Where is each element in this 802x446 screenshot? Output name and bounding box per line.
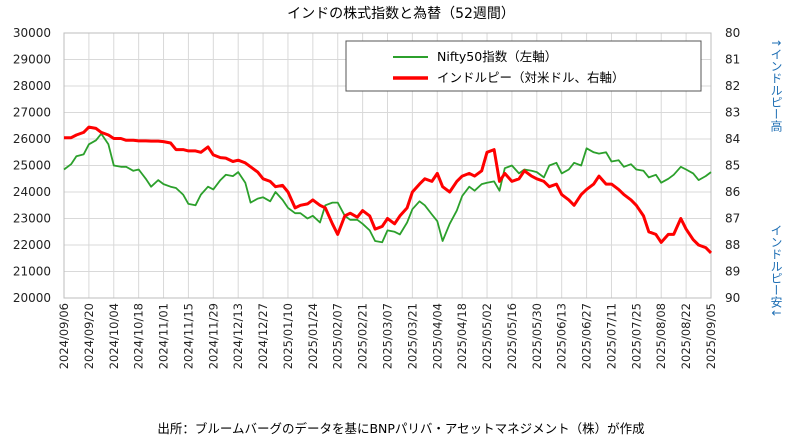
x-tick-label: 2025/07/11 [604, 303, 618, 369]
x-tick-label: 2025/01/24 [306, 303, 320, 369]
x-tick-label: 2025/07/25 [629, 303, 643, 369]
right-tick-label: 86 [725, 185, 740, 199]
series-line-nifty50 [63, 132, 712, 244]
x-tick-label: 2025/04/04 [430, 303, 444, 369]
series-line-rupee [64, 125, 713, 254]
x-tick-label: 2024/09/20 [82, 303, 96, 369]
left-tick-label: 24000 [13, 185, 51, 199]
x-tick-label: 2025/04/18 [455, 303, 469, 369]
right-tick-label: 80 [725, 26, 740, 40]
right-tick-label: 88 [725, 238, 740, 252]
x-tick-label: 2025/08/08 [654, 303, 668, 369]
right-tick-label: 82 [725, 79, 740, 93]
x-tick-label: 2025/02/07 [331, 303, 345, 369]
left-tick-label: 22000 [13, 238, 51, 252]
x-tick-label: 2024/12/27 [256, 303, 270, 369]
right-tick-label: 87 [725, 212, 740, 226]
legend: Nifty50指数（左軸） インドルピー（対米ドル、右軸） [345, 40, 702, 92]
x-tick-label: 2025/06/27 [580, 303, 594, 369]
legend-label-nifty: Nifty50指数（左軸） [437, 49, 557, 64]
x-tick-label: 2025/06/13 [555, 303, 569, 369]
left-tick-label: 28000 [13, 79, 51, 93]
x-tick-label: 2025/01/10 [281, 303, 295, 369]
x-axis-ticks: 2024/09/06 2024/09/20 2024/10/04 2024/10/18… [57, 303, 718, 369]
source-note: 出所：ブルームバーグのデータを基にBNPパリバ・アセットマネジメント（株）が作成 [157, 421, 644, 436]
right-tick-label: 81 [725, 53, 740, 67]
x-tick-label: 2024/11/01 [157, 303, 171, 369]
x-tick-label: 2025/05/16 [505, 303, 519, 369]
left-axis-ticks: 30000 29000 28000 27000 26000 25000 24000 23000… [13, 26, 51, 305]
left-tick-label: 21000 [13, 265, 51, 279]
x-tick-label: 2025/02/21 [356, 303, 370, 369]
right-tick-label: 89 [725, 265, 740, 279]
right-axis-label-top: ↑インドルピー高 [769, 38, 783, 133]
x-tick-label: 2025/05/02 [480, 303, 494, 369]
x-tick-label: 2024/11/15 [181, 303, 195, 369]
left-tick-label: 29000 [13, 53, 51, 67]
right-tick-label: 85 [725, 159, 740, 173]
x-tick-label: 2024/12/13 [231, 303, 245, 369]
chart-title: インドの株式指数と為替（52週間） [287, 6, 515, 22]
left-tick-label: 20000 [13, 291, 51, 305]
x-tick-label: 2025/05/30 [530, 303, 544, 369]
right-tick-label: 90 [725, 291, 740, 305]
plot-area-border [63, 32, 712, 299]
legend-box [345, 40, 702, 92]
x-tick-label: 2024/10/18 [132, 303, 146, 369]
x-tick-label: 2025/03/07 [381, 303, 395, 369]
x-tick-label: 2025/09/05 [704, 303, 718, 369]
x-tick-label: 2024/11/29 [206, 303, 220, 369]
right-tick-label: 84 [725, 132, 740, 146]
x-tick-label: 2024/10/04 [107, 303, 121, 369]
x-tick-label: 2025/08/22 [679, 303, 693, 369]
series-layer [63, 125, 713, 254]
left-tick-label: 26000 [13, 132, 51, 146]
right-axis-label-bottom: インドルピー安↓ [769, 224, 783, 318]
left-tick-label: 27000 [13, 106, 51, 120]
right-tick-label: 83 [725, 106, 740, 120]
left-tick-label: 30000 [13, 26, 51, 40]
legend-label-rupee: インドルピー（対米ドル、右軸） [437, 70, 625, 85]
x-tick-label: 2025/03/21 [405, 303, 419, 369]
left-tick-label: 25000 [13, 159, 51, 173]
x-tick-label: 2024/09/06 [57, 303, 71, 369]
left-tick-label: 23000 [13, 212, 51, 226]
right-axis-ticks: 80 81 82 83 84 85 86 87 88 89 90 [725, 26, 740, 305]
